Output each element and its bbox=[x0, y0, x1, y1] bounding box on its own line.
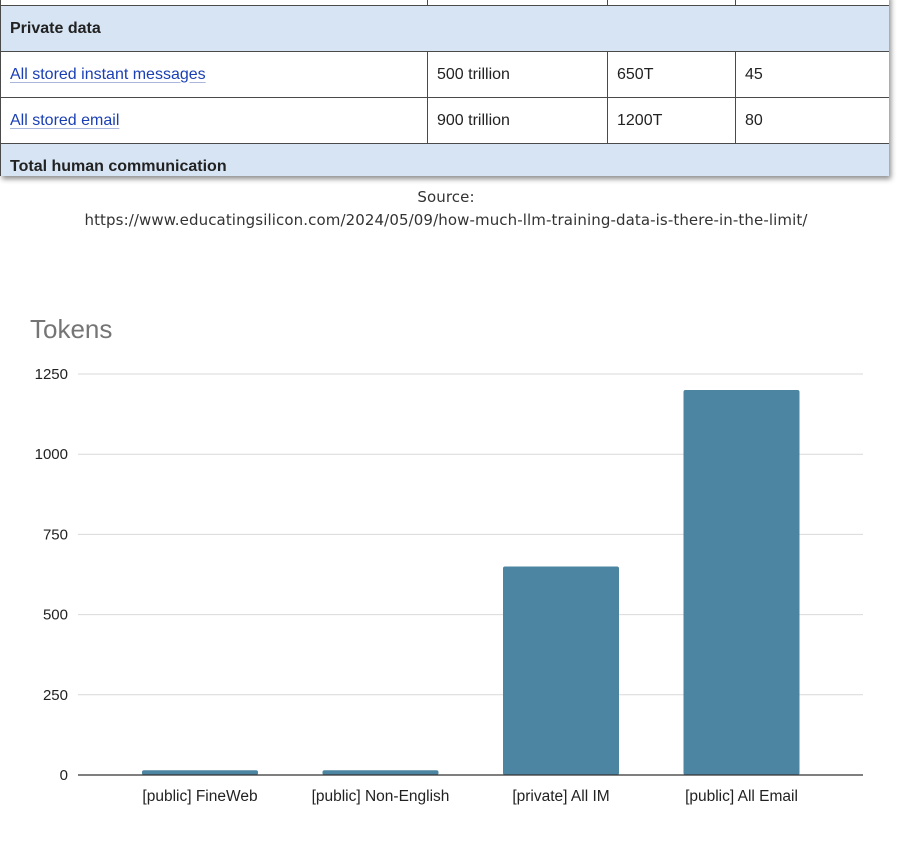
data-table: Private data All stored instant messages… bbox=[0, 0, 889, 176]
bar bbox=[503, 566, 619, 775]
x-category-label: [public] FineWeb bbox=[142, 788, 257, 805]
table-row: All stored email 900 trillion 1200T 80 bbox=[0, 97, 889, 144]
cell-tokens: 650T bbox=[607, 51, 736, 98]
y-tick-label: 500 bbox=[43, 607, 68, 624]
cell-value: 45 bbox=[735, 51, 889, 98]
row-link-email[interactable]: All stored email bbox=[10, 111, 120, 129]
y-tick-label: 1000 bbox=[35, 446, 68, 463]
cell-tokens: 1200T bbox=[607, 97, 736, 144]
section-title-private: Private data bbox=[0, 5, 889, 52]
x-axis-categories: [public] FineWeb [public] Non-English [pri… bbox=[142, 788, 798, 805]
y-tick-label: 250 bbox=[43, 687, 68, 704]
bar bbox=[322, 770, 439, 775]
bar bbox=[683, 390, 800, 775]
y-tick-label: 1250 bbox=[35, 366, 68, 383]
source-url: https://www.educatingsilicon.com/2024/05… bbox=[84, 211, 808, 229]
y-axis-ticks: 0 250 500 750 1000 1250 bbox=[35, 366, 68, 784]
cell-value: 80 bbox=[735, 97, 889, 144]
x-category-label: [private] All IM bbox=[512, 788, 609, 805]
table-row: All stored instant messages 500 trillion… bbox=[0, 51, 889, 98]
cell-words: 500 trillion bbox=[427, 51, 608, 98]
section-title-total: Total human communication bbox=[0, 143, 889, 176]
bars bbox=[142, 390, 800, 775]
y-tick-label: 0 bbox=[60, 767, 68, 784]
section-row-total: Total human communication bbox=[0, 143, 889, 176]
x-category-label: [public] Non-English bbox=[312, 788, 450, 805]
source-label: Source: bbox=[417, 188, 475, 206]
row-link-instant-messages[interactable]: All stored instant messages bbox=[10, 65, 206, 83]
y-tick-label: 750 bbox=[43, 526, 68, 543]
bar bbox=[142, 770, 258, 775]
chart-title: Tokens bbox=[30, 314, 112, 344]
data-table-screenshot: Private data All stored instant messages… bbox=[0, 0, 889, 176]
x-category-label: [public] All Email bbox=[685, 788, 798, 805]
cell-words: 900 trillion bbox=[427, 97, 608, 144]
tokens-bar-chart: Tokens 0 250 500 750 1000 1250 [public] FineW… bbox=[30, 314, 863, 805]
section-row-private: Private data bbox=[0, 5, 889, 52]
